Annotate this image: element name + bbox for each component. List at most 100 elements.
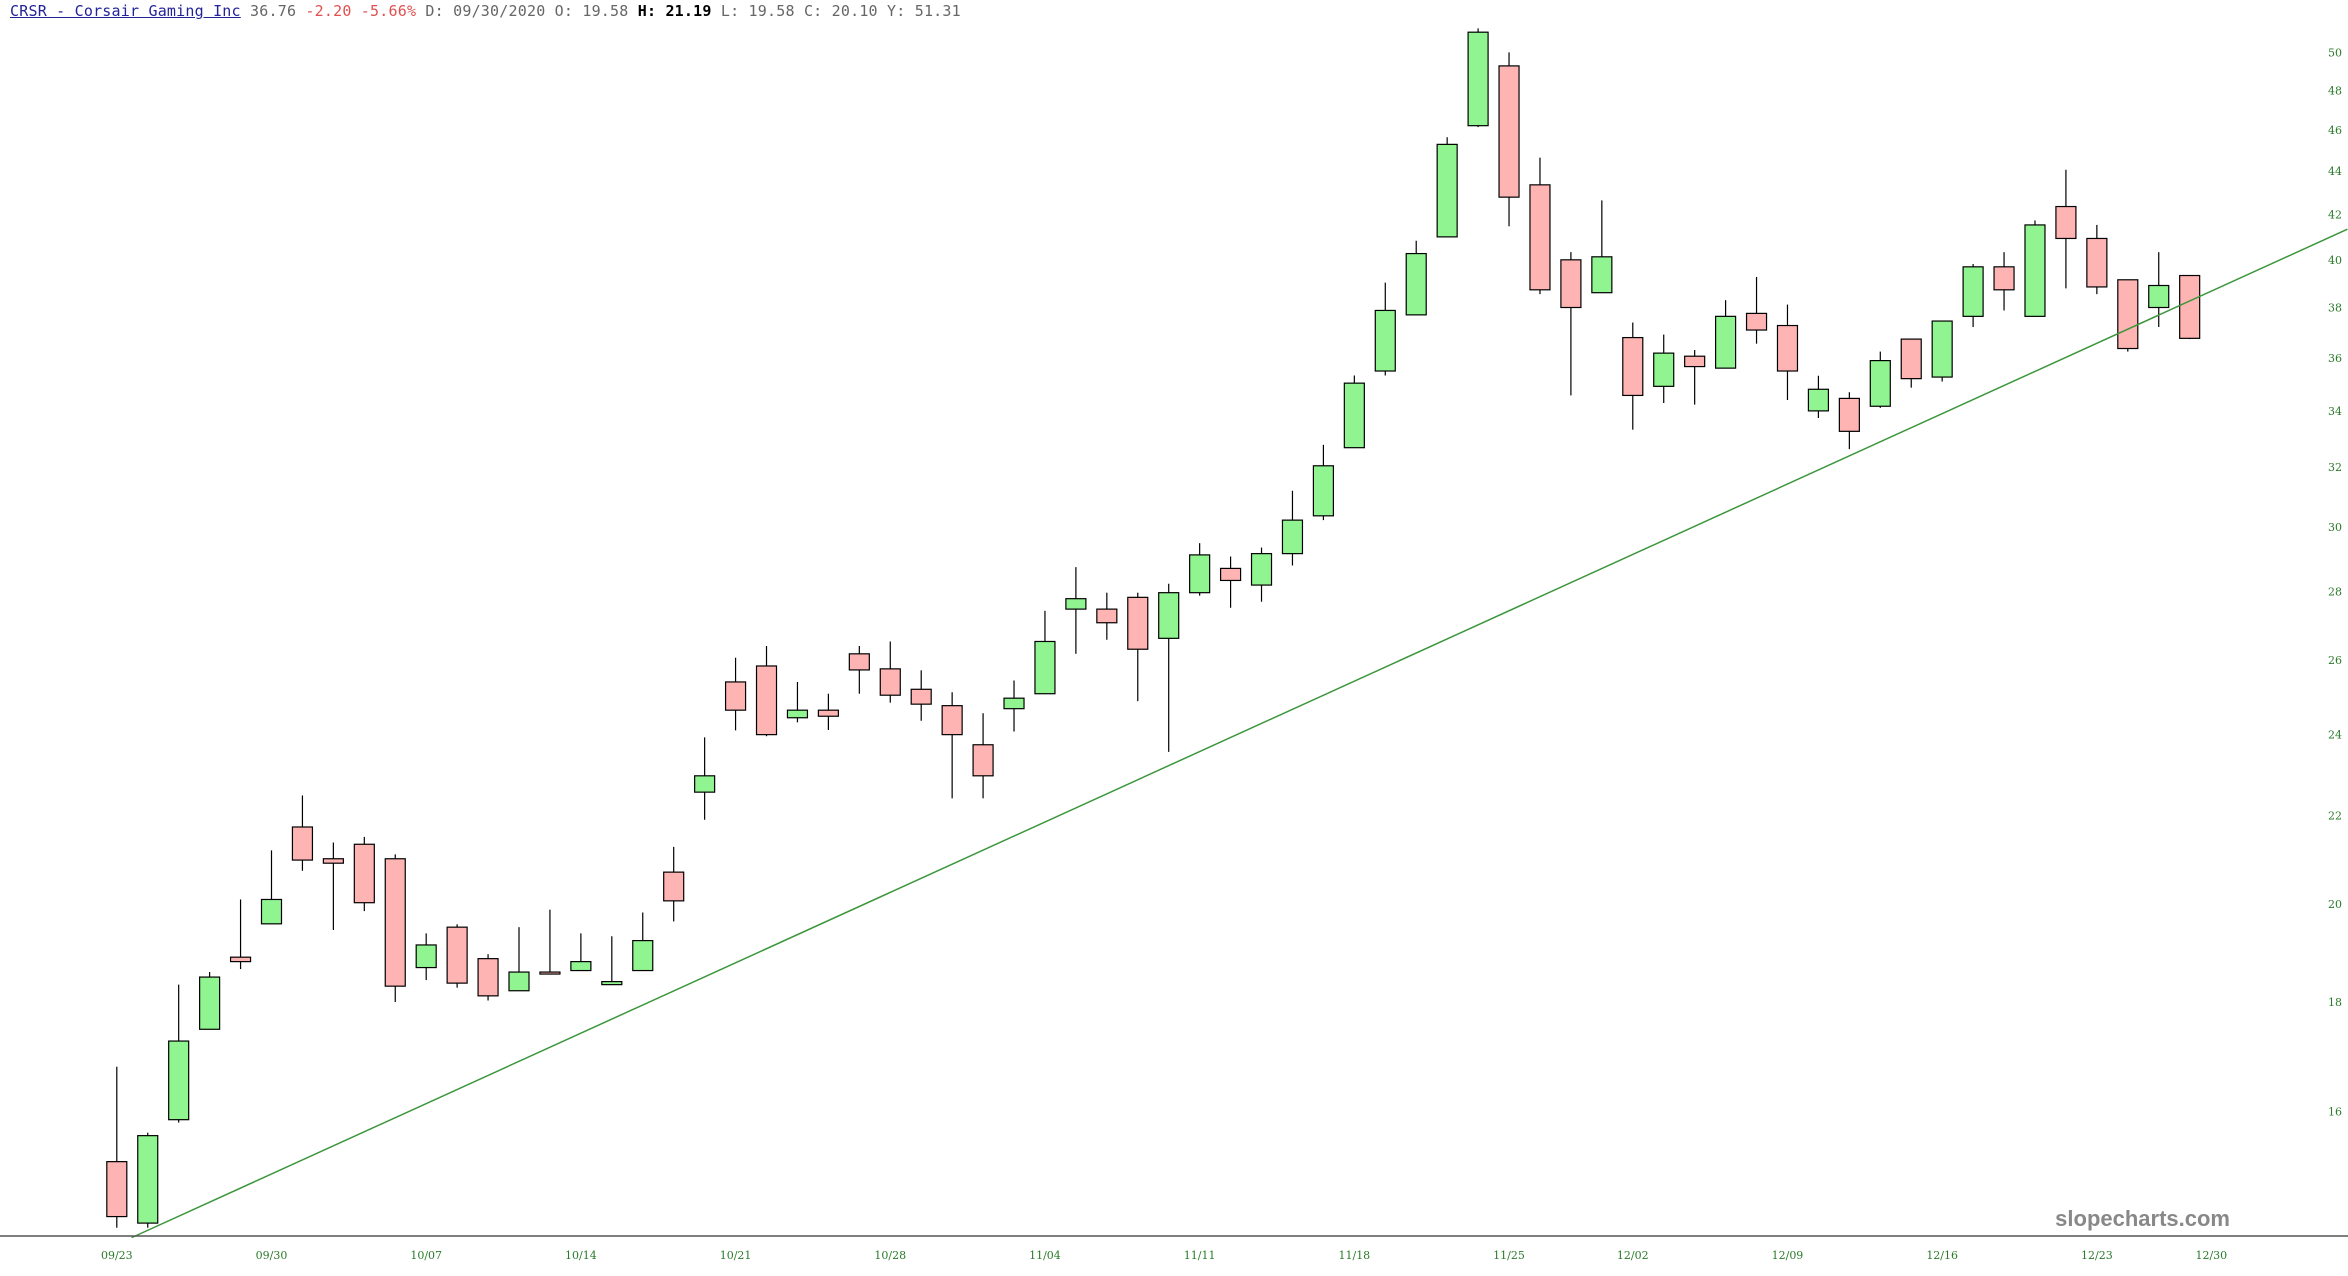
candle[interactable] (663, 846, 685, 922)
candle[interactable] (2086, 224, 2108, 295)
candle[interactable] (1034, 610, 1056, 695)
candle[interactable] (972, 713, 994, 799)
candle[interactable] (1498, 52, 1520, 227)
x-tick-label: 09/23 (101, 1249, 133, 1262)
candle[interactable] (322, 842, 344, 931)
candle[interactable] (1405, 240, 1427, 316)
candle[interactable] (848, 646, 870, 694)
candle[interactable] (724, 657, 747, 731)
candle[interactable] (755, 646, 778, 737)
candle-body-up (786, 709, 809, 719)
candle[interactable] (1467, 28, 1489, 128)
candle[interactable] (1900, 338, 1922, 388)
candle[interactable] (1931, 320, 1953, 382)
y-tick-label: 46 (2328, 124, 2342, 137)
candle-body-down (1498, 65, 1520, 198)
candle[interactable] (570, 933, 592, 972)
candle[interactable] (1250, 547, 1273, 602)
candle[interactable] (1436, 137, 1458, 238)
candle[interactable] (353, 836, 375, 912)
candle[interactable] (137, 1132, 159, 1228)
candle[interactable] (291, 795, 314, 871)
candle[interactable] (1714, 300, 1737, 369)
x-tick-label: 10/14 (565, 1249, 597, 1262)
candle[interactable] (1003, 680, 1025, 732)
candle[interactable] (601, 936, 623, 986)
candle[interactable] (2117, 279, 2139, 352)
candle[interactable] (2024, 220, 2046, 317)
candle[interactable] (1869, 351, 1891, 408)
candle-body-up (1281, 519, 1304, 555)
candle-body-up (632, 939, 654, 972)
candle[interactable] (1807, 375, 1830, 419)
candle[interactable] (879, 641, 901, 703)
candle[interactable] (1158, 583, 1180, 752)
candle-body-down (539, 971, 561, 975)
x-tick-label: 10/28 (874, 1249, 906, 1262)
y-tick-label: 34 (2328, 405, 2342, 418)
candle[interactable] (168, 984, 190, 1123)
candle[interactable] (2055, 169, 2077, 289)
y-tick-label: 16 (2328, 1106, 2342, 1119)
candle[interactable] (1560, 252, 1582, 396)
candle-body-down (941, 705, 963, 736)
candle[interactable] (941, 692, 963, 799)
candle-body-up (1807, 388, 1830, 412)
candle[interactable] (1653, 334, 1675, 403)
y-tick-label: 20 (2328, 898, 2342, 911)
candle[interactable] (1312, 444, 1335, 521)
candle[interactable] (1096, 592, 1118, 640)
candle[interactable] (1838, 392, 1860, 450)
candle[interactable] (1374, 282, 1396, 376)
candle[interactable] (229, 899, 252, 970)
candle[interactable] (1591, 200, 1613, 294)
candle[interactable] (1993, 252, 2015, 311)
candle-body-down (1776, 324, 1799, 372)
candle[interactable] (1684, 350, 1706, 405)
candle[interactable] (1065, 567, 1087, 654)
bar-close: C: 20.10 (803, 2, 878, 20)
quote-header: CRSR - Corsair Gaming Inc 36.76 -2.20 -5… (10, 2, 961, 20)
candle-body-up (415, 944, 437, 969)
trendline[interactable] (131, 228, 2348, 1239)
candle[interactable] (2179, 274, 2201, 340)
candle[interactable] (910, 670, 932, 721)
candle[interactable] (415, 933, 437, 981)
candle[interactable] (260, 850, 283, 925)
bar-open: O: 19.58 (554, 2, 629, 20)
candle[interactable] (632, 912, 654, 972)
candle-body-down (1529, 184, 1551, 291)
candle[interactable] (1622, 322, 1644, 430)
candle[interactable] (1776, 304, 1799, 401)
candle[interactable] (817, 693, 839, 730)
candle[interactable] (1127, 592, 1149, 702)
candle[interactable] (694, 737, 716, 820)
candle[interactable] (508, 927, 530, 992)
candle[interactable] (106, 1066, 128, 1228)
candle[interactable] (539, 909, 561, 975)
candle-body-up (601, 981, 623, 986)
watermark: slopecharts.com (2055, 1206, 2230, 1231)
candle-body-down (848, 653, 870, 671)
candle-body-up (1653, 352, 1675, 387)
ticker-link[interactable]: CRSR - Corsair Gaming Inc (10, 2, 241, 20)
candle[interactable] (1529, 157, 1551, 295)
candle[interactable] (1343, 375, 1365, 449)
candle[interactable] (1745, 276, 1768, 344)
x-tick-label: 12/02 (1617, 1249, 1649, 1262)
candle-body-down (446, 926, 468, 984)
candle[interactable] (786, 681, 809, 723)
candle[interactable] (477, 954, 499, 1001)
candle[interactable] (1219, 556, 1242, 608)
candle[interactable] (199, 972, 221, 1030)
candle-body-up (1436, 143, 1458, 238)
candle-body-down (353, 843, 375, 904)
x-tick-label: 11/18 (1338, 1249, 1370, 1262)
candle[interactable] (1189, 543, 1211, 596)
candle[interactable] (446, 924, 468, 988)
candle-body-down (322, 858, 344, 864)
candle[interactable] (384, 854, 406, 1003)
candle[interactable] (1281, 490, 1304, 566)
candle[interactable] (1962, 264, 1984, 328)
